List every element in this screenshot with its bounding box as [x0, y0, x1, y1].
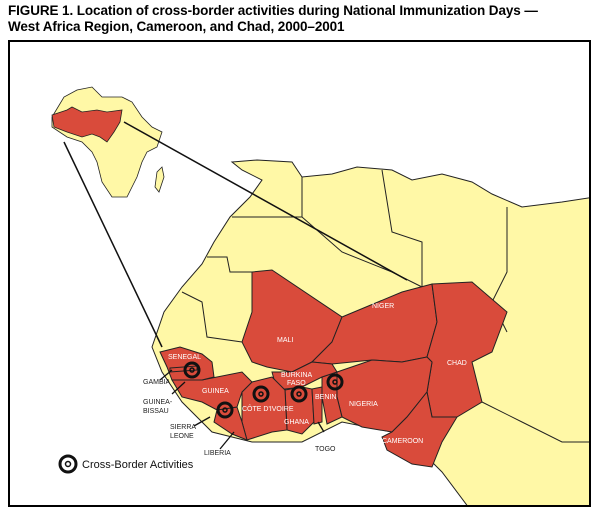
label-togo: TOGO: [315, 446, 336, 453]
activity-markers: [183, 361, 344, 419]
label-guinea-bissau-1: GUINEA-: [143, 399, 173, 406]
burkina-shape: [271, 361, 338, 391]
label-cote-divoire: CÔTE D'IVOIRE: [242, 404, 294, 413]
callout-lines: [159, 369, 325, 450]
label-nigeria: NIGERIA: [349, 401, 378, 408]
label-cameroon: CAMEROON: [382, 438, 423, 445]
map: MALI NIGER CHAD SENEGAL GUINEA BURKINA F…: [51, 86, 589, 505]
label-liberia: LIBERIA: [204, 450, 231, 457]
title-line-2: West Africa Region, Cameroon, and Chad, …: [8, 19, 345, 34]
label-niger: NIGER: [372, 303, 394, 310]
target-rings-icon: [216, 401, 234, 419]
label-faso: FASO: [287, 380, 306, 387]
label-guinea-bissau-2: BISSAU: [143, 408, 169, 415]
connector-line: [63, 141, 163, 348]
target-rings-icon: [58, 454, 78, 474]
africa-inset: [51, 86, 165, 198]
target-rings-icon: [183, 361, 201, 379]
label-benin: BENIN: [315, 394, 336, 401]
figure-title: FIGURE 1. Location of cross-border activ…: [8, 3, 538, 35]
label-sierra-leone-2: LEONE: [170, 433, 194, 440]
title-line-1: FIGURE 1. Location of cross-border activ…: [8, 3, 538, 18]
label-guinea: GUINEA: [202, 388, 229, 395]
togo-shape: [311, 386, 323, 425]
label-sierra-leone-1: SIERRA: [170, 424, 196, 431]
target-rings-icon: [326, 373, 344, 391]
target-rings-icon: [290, 385, 308, 403]
legend-label: Cross-Border Activities: [82, 459, 194, 471]
label-gambia: GAMBIA: [143, 379, 171, 386]
label-chad: CHAD: [447, 360, 467, 367]
target-rings-icon: [252, 385, 270, 403]
label-ghana: GHANA: [284, 419, 309, 426]
label-burkina: BURKINA: [281, 372, 312, 379]
guinea-shape: [171, 371, 253, 411]
map-frame: MALI NIGER CHAD SENEGAL GUINEA BURKINA F…: [8, 40, 591, 507]
cameroon-shape: [381, 390, 458, 468]
label-mali: MALI: [277, 337, 293, 344]
label-senegal: SENEGAL: [168, 354, 201, 361]
connector-line: [123, 121, 408, 281]
legend: Cross-Border Activities: [58, 454, 194, 474]
